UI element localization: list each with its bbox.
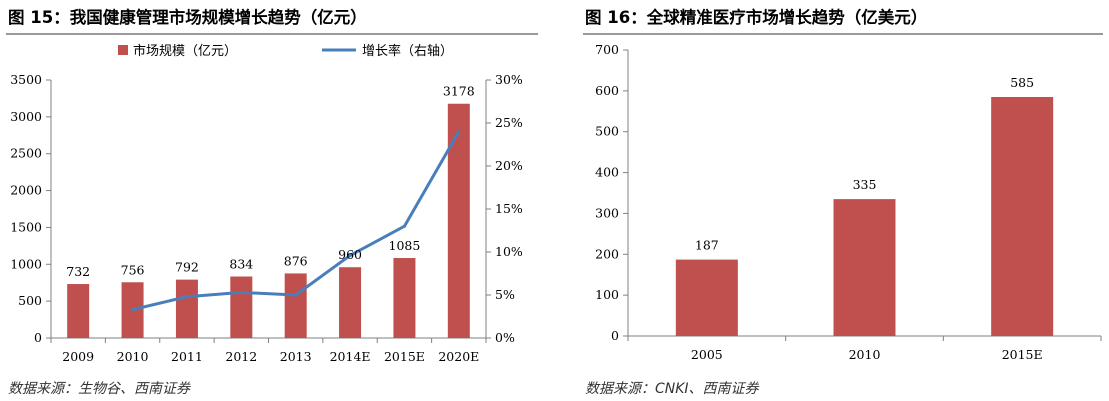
legend-line-label: 增长率（右轴） <box>362 43 453 59</box>
right-axes: 0 100 200 300 400 500 600 700 2005 2010 2015E <box>595 42 1102 362</box>
right-chart: 0 100 200 300 400 500 600 700 2005 2010 2015E 187 3… <box>595 42 1102 362</box>
bar-value-label: 3178 <box>443 84 475 99</box>
left-chart-title: 图 15：我国健康管理市场规模增长趋势（亿元） <box>8 8 367 27</box>
y-tick-label: 500 <box>595 124 619 139</box>
y2-tick-label: 5% <box>495 287 515 302</box>
left-axes: 0 500 1000 1500 2000 2500 3000 3500 0% 5% 10% 15% 20… <box>10 72 523 364</box>
y-tick-label: 2000 <box>10 183 42 198</box>
y2-tick-label: 0% <box>495 330 515 345</box>
x-tick-label: 2010 <box>117 349 149 364</box>
x-tick-label: 2005 <box>691 347 723 362</box>
right-chart-title: 图 16：全球精准医疗市场增长趋势（亿美元） <box>585 8 928 27</box>
y-tick-label: 100 <box>595 287 619 302</box>
bar-value-label: 756 <box>121 262 145 277</box>
bar-2020E <box>447 103 470 339</box>
right-bars <box>675 96 1054 336</box>
x-tick-label: 2015E <box>1002 347 1043 362</box>
bar-2010 <box>833 199 896 336</box>
right-source-note: 数据来源：CNKI、西南证券 <box>585 381 759 397</box>
bar-value-label: 585 <box>1010 75 1034 90</box>
left-growth-line <box>131 130 461 312</box>
y-tick-label: 400 <box>595 165 619 180</box>
y2-tick-label: 10% <box>495 244 523 259</box>
x-tick-label: 2009 <box>62 349 94 364</box>
growth-rate-point <box>348 253 352 257</box>
bar-value-label: 335 <box>853 177 877 192</box>
bar-value-label: 732 <box>66 264 90 279</box>
x-tick-label: 2010 <box>849 347 881 362</box>
y-tick-label: 3500 <box>10 72 42 87</box>
growth-rate-point <box>131 308 135 312</box>
left-title-rule <box>6 33 538 35</box>
y-tick-label: 700 <box>595 42 619 57</box>
y2-tick-label: 15% <box>495 201 523 216</box>
x-tick-label: 2013 <box>280 349 312 364</box>
growth-rate-point <box>185 295 189 299</box>
y-tick-label: 1500 <box>10 219 42 234</box>
y-tick-label: 300 <box>595 205 619 220</box>
bar-2015E <box>393 258 416 338</box>
growth-rate-point <box>457 130 461 134</box>
bar-value-label: 187 <box>695 238 719 253</box>
y-tick-label: 0 <box>611 328 619 343</box>
bar-2015E <box>991 96 1054 336</box>
legend-bar-label: 市场规模（亿元） <box>133 43 237 59</box>
y-tick-label: 2500 <box>10 146 42 161</box>
bar-value-label: 834 <box>229 257 253 272</box>
left-legend: 市场规模（亿元） 增长率（右轴） <box>118 43 453 59</box>
growth-rate-point <box>294 293 298 297</box>
x-tick-label: 2012 <box>225 349 257 364</box>
y2-tick-label: 20% <box>495 158 523 173</box>
x-tick-label: 2014E <box>330 349 371 364</box>
bar-2011 <box>175 279 198 338</box>
bar-2009 <box>67 284 90 338</box>
y-tick-label: 600 <box>595 83 619 98</box>
bar-value-label: 792 <box>175 260 199 275</box>
y2-tick-label: 25% <box>495 115 523 130</box>
growth-rate-point <box>239 290 243 294</box>
bar-value-label: 1085 <box>389 238 421 253</box>
bar-2005 <box>675 259 738 336</box>
legend-bar-swatch <box>118 45 128 55</box>
left-chart: 市场规模（亿元） 增长率（右轴） 0 500 1000 1500 2000 2500 300… <box>10 43 523 364</box>
left-source-note: 数据来源：生物谷、西南证券 <box>8 381 190 397</box>
y-tick-label: 0 <box>34 330 42 345</box>
bar-value-label: 876 <box>284 253 308 268</box>
left-data-labels: 732 756 792 834 876 960 1085 3178 <box>66 84 475 279</box>
bar-value-label: 960 <box>338 247 362 262</box>
right-data-labels: 187 335 585 <box>695 75 1034 253</box>
x-tick-label: 2020E <box>438 349 479 364</box>
bar-2013 <box>284 273 307 338</box>
y-tick-label: 3000 <box>10 109 42 124</box>
bar-2012 <box>230 276 253 338</box>
left-bars <box>67 103 470 339</box>
y-tick-label: 200 <box>595 246 619 261</box>
bar-2014E <box>339 267 362 338</box>
x-tick-label: 2015E <box>384 349 425 364</box>
right-title-rule <box>583 33 1103 35</box>
y-tick-label: 1000 <box>10 256 42 271</box>
y2-tick-label: 30% <box>495 72 523 87</box>
y-tick-label: 500 <box>18 293 42 308</box>
growth-rate-point <box>402 224 406 228</box>
x-tick-label: 2011 <box>171 349 203 364</box>
